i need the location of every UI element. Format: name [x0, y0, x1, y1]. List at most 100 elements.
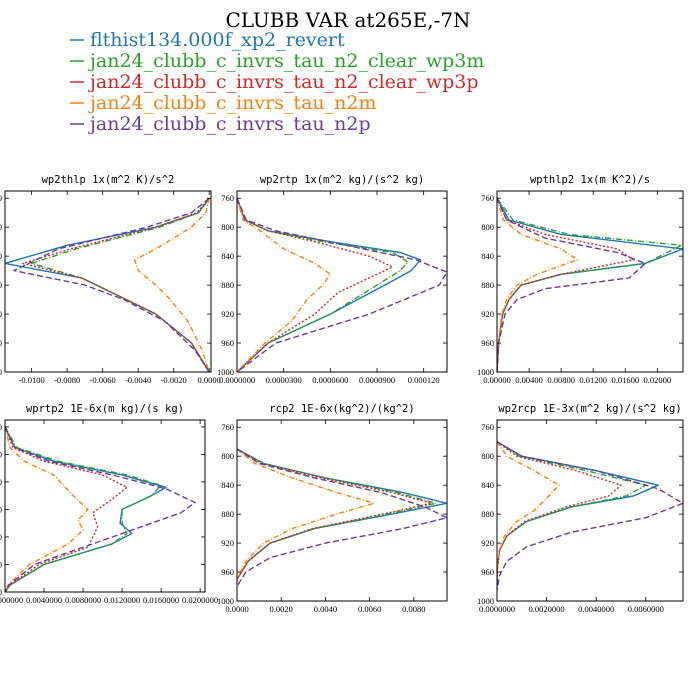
- y-tick-label: 800: [221, 222, 234, 232]
- panel-title: wpthlp2 1x(m K^2)/s: [530, 174, 650, 186]
- series-line: [237, 197, 394, 372]
- series-line: [497, 197, 683, 372]
- y-tick-label: 760: [481, 193, 494, 203]
- x-tick-label: 0.0000900: [359, 375, 395, 385]
- series-line: [5, 426, 162, 592]
- y-tick-label: 960: [221, 567, 234, 577]
- series-line: [237, 197, 409, 372]
- x-tick-label: 0.0040: [314, 604, 337, 614]
- panel-title: rcp2 1E-6x(kg^2)/(kg^2): [269, 403, 414, 415]
- x-tick-label: 0.00400: [515, 375, 543, 385]
- legend-label: jan24_clubb_c_invrs_tau_n2m: [88, 92, 376, 114]
- y-tick-label: 800: [0, 222, 2, 232]
- y-tick-label: 840: [0, 251, 2, 261]
- series-line: [22, 197, 210, 372]
- x-tick-label: 0.0020000: [529, 604, 565, 614]
- series-line: [30, 197, 210, 372]
- x-tick-label: 0.0000: [198, 375, 221, 385]
- x-tick-label: -0.0100: [19, 375, 45, 385]
- legend: flthist134.000f_xp2_revertjan24_clubb_c_…: [70, 29, 484, 135]
- y-tick-label: 1000: [477, 367, 494, 377]
- y-tick-label: 880: [481, 280, 494, 290]
- legend-entry: jan24_clubb_c_invrs_tau_n2_clear_wp3p: [70, 71, 479, 93]
- x-tick-label: 0.0080: [402, 604, 425, 614]
- legend-entry: jan24_clubb_c_invrs_tau_n2m: [70, 92, 376, 114]
- plot-frame: [496, 190, 684, 373]
- series-line: [497, 441, 560, 587]
- legend-label: jan24_clubb_c_invrs_tau_n2p: [88, 113, 371, 135]
- x-tick-label: 0.00800: [547, 375, 575, 385]
- series-line: [133, 198, 210, 372]
- x-tick-label: 0.01600: [611, 375, 639, 385]
- x-tick-label: -0.0040: [125, 375, 151, 385]
- y-tick-label: 800: [221, 451, 234, 461]
- x-tick-label: 0.0120000: [104, 595, 140, 605]
- x-tick-label: 0.01200: [579, 375, 607, 385]
- y-tick-label: 960: [0, 559, 2, 569]
- panel-title: wprtp2 1E-6x(m kg)/(s kg): [26, 403, 184, 415]
- x-tick-label: 0.0000000: [479, 604, 515, 614]
- series-line: [237, 198, 331, 372]
- series-line: [497, 198, 578, 372]
- x-tick-label: 0.0000000: [219, 375, 255, 385]
- x-tick-label: -0.0060: [90, 375, 116, 385]
- series-line: [5, 426, 196, 592]
- series-line: [5, 197, 210, 372]
- panel-title: wp2thlp 1x(m^2 K)/s^2: [42, 174, 175, 186]
- x-tick-label: 0.0060000: [628, 604, 664, 614]
- plot-frame: [496, 419, 684, 602]
- legend-entry: jan24_clubb_c_invrs_tau_n2p: [70, 113, 371, 135]
- y-tick-label: 1000: [0, 587, 2, 597]
- y-tick-label: 800: [481, 451, 494, 461]
- x-tick-label: 0.0040000: [578, 604, 614, 614]
- y-tick-label: 960: [481, 338, 494, 348]
- plot-frame: [4, 419, 206, 593]
- series-line: [237, 448, 375, 580]
- y-tick-label: 840: [221, 251, 234, 261]
- x-tick-label: 0.0020: [270, 604, 293, 614]
- y-tick-label: 960: [221, 338, 234, 348]
- x-tick-label: 0.0000000: [0, 595, 23, 605]
- x-tick-label: 0.0000300: [266, 375, 302, 385]
- x-tick-label: 0.0000600: [312, 375, 348, 385]
- y-tick-label: 1000: [217, 367, 234, 377]
- y-tick-label: 920: [0, 309, 2, 319]
- plot-panel: wp2thlp 1x(m^2 K)/s^2 760 800 840 880 920 960 1…: [0, 174, 221, 385]
- series-line: [5, 426, 128, 592]
- plot-panels: wp2thlp 1x(m^2 K)/s^2 760 800 840 880 920 960 1…: [0, 174, 684, 614]
- plot-frame: [4, 190, 212, 373]
- plot-panel: rcp2 1E-6x(kg^2)/(kg^2) 760 800 840 880 920 96…: [217, 403, 448, 614]
- figure-title: CLUBB VAR at265E,-7N: [225, 8, 470, 32]
- legend-entry: jan24_clubb_c_invrs_tau_n2_clear_wp3m: [70, 50, 484, 72]
- plot-panel: wp2rcp 1E-3x(m^2 kg)/(s^2 kg) 760 800 840 88…: [477, 403, 684, 614]
- series-line: [5, 426, 89, 592]
- y-tick-label: 760: [0, 193, 2, 203]
- y-tick-label: 840: [221, 480, 234, 490]
- y-tick-label: 880: [0, 504, 2, 514]
- y-tick-label: 760: [221, 422, 234, 432]
- y-tick-label: 920: [221, 309, 234, 319]
- y-tick-label: 1000: [477, 596, 494, 606]
- x-tick-label: 0.0000: [225, 604, 248, 614]
- y-tick-label: 880: [221, 509, 234, 519]
- y-tick-label: 960: [481, 567, 494, 577]
- y-tick-label: 920: [221, 538, 234, 548]
- panel-title: wp2rcp 1E-3x(m^2 kg)/(s^2 kg): [498, 403, 681, 415]
- y-tick-label: 1000: [0, 367, 2, 377]
- y-tick-label: 800: [0, 449, 2, 459]
- series-line: [237, 448, 447, 580]
- series-line: [497, 441, 683, 591]
- series-line: [237, 448, 447, 587]
- y-tick-label: 1000: [217, 596, 234, 606]
- x-tick-label: 0.0200000: [182, 595, 218, 605]
- series-line: [237, 448, 433, 580]
- legend-label: jan24_clubb_c_invrs_tau_n2_clear_wp3m: [88, 50, 484, 72]
- series-line: [497, 441, 622, 587]
- plot-panel: wpthlp2 1x(m K^2)/s 760 800 840 880 920 960 100…: [477, 174, 684, 385]
- y-tick-label: 760: [221, 193, 234, 203]
- x-tick-label: 0.0040000: [26, 595, 62, 605]
- x-tick-label: 0.0080000: [65, 595, 101, 605]
- legend-entry: flthist134.000f_xp2_revert: [70, 29, 345, 51]
- y-tick-label: 920: [481, 538, 494, 548]
